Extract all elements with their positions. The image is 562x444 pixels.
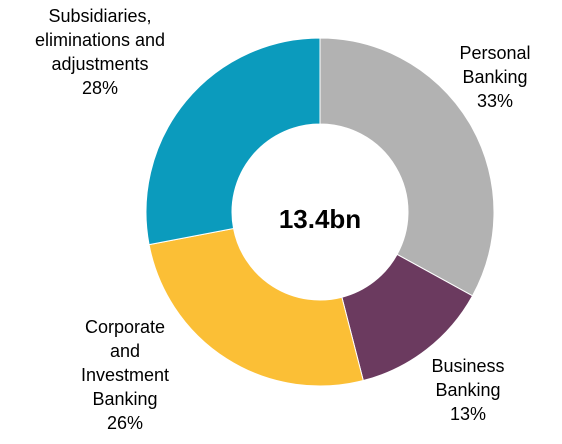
- slice-name-line: and: [110, 341, 140, 361]
- slice-name-line: eliminations and: [35, 30, 165, 50]
- slice-label-1: Business Banking 13%: [431, 356, 504, 424]
- slice-name-line: Banking: [92, 389, 157, 409]
- donut-slice-2: [148, 227, 364, 387]
- slice-name-line: Banking: [435, 380, 500, 400]
- slice-name-line: Subsidiaries,: [48, 6, 151, 26]
- labels-group: Personal Banking 33% Business Banking 13% Corp…: [35, 6, 531, 433]
- slices-group: [145, 37, 495, 387]
- slice-name-line: adjustments: [51, 54, 148, 74]
- slice-name-line: Personal: [459, 43, 530, 63]
- slice-label-3: Subsidiaries, eliminations and adjustments…: [35, 6, 165, 98]
- slice-percent-label: 28%: [82, 78, 118, 98]
- slice-label-2: Corporate and Investment Banking 26%: [81, 317, 169, 433]
- slice-name-line: Corporate: [85, 317, 165, 337]
- slice-percent-label: 26%: [107, 413, 143, 433]
- donut-slice-3: [145, 37, 321, 246]
- slice-name-line: Banking: [462, 67, 527, 87]
- slice-percent-label: 13%: [450, 404, 486, 424]
- slice-label-0: Personal Banking 33%: [459, 43, 530, 111]
- center-total-label: 13.4bn: [279, 204, 361, 234]
- slice-name-line: Investment: [81, 365, 169, 385]
- donut-slice-0: [319, 37, 495, 297]
- slice-name-line: Business: [431, 356, 504, 376]
- slice-percent-label: 33%: [477, 91, 513, 111]
